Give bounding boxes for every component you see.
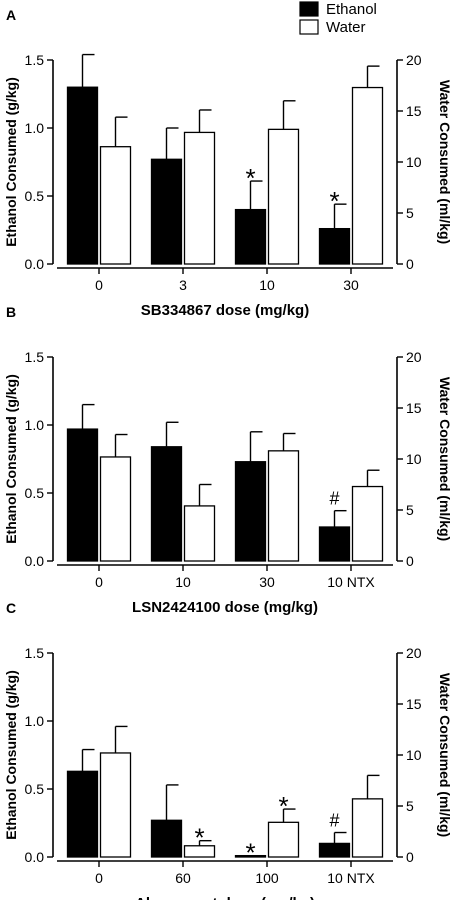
left-tick-label: 1.0	[25, 713, 45, 729]
ethanol-bar	[150, 446, 183, 562]
left-tick-label: 0.0	[25, 553, 45, 569]
ethanol-bar	[66, 428, 99, 562]
legend-label-ethanol: Ethanol	[326, 1, 377, 18]
panel-c: C 0.0 0.5 1.0 1.5 0 5 10 15 20 Ethanol Consumed (g…	[3, 600, 453, 900]
legend-swatch-water	[299, 19, 319, 35]
left-tick-label: 0.5	[25, 781, 45, 797]
right-tick-label: 0	[406, 553, 414, 569]
water-bar	[183, 505, 216, 562]
significance-asterisk: *	[278, 791, 288, 821]
significance-hash: #	[329, 811, 339, 831]
panel-b: B 0.0 0.5 1.0 1.5 0 5 10 15 20 Ethanol Consumed (g…	[3, 304, 453, 616]
x-tick-label: 100	[255, 870, 279, 886]
left-tick-label: 1.5	[25, 645, 45, 661]
significance-asterisk: *	[245, 163, 255, 193]
water-bar	[267, 450, 300, 562]
panel-letter: C	[6, 600, 16, 616]
panel-a: A 0.0 0.5 1.0 1.5 0 5 10 15 20 Ethanol Consumed (g…	[3, 7, 453, 319]
water-bar	[351, 86, 384, 265]
ethanol-bar	[318, 842, 351, 858]
right-tick-label: 20	[406, 645, 422, 661]
right-tick-label: 20	[406, 349, 422, 365]
right-tick-label: 10	[406, 451, 422, 467]
right-tick-label: 5	[406, 205, 414, 221]
left-tick-label: 1.5	[25, 349, 45, 365]
left-tick-label: 1.0	[25, 120, 45, 136]
ethanol-bar	[234, 208, 267, 265]
x-tick-label: 0	[95, 574, 103, 590]
significance-hash: #	[329, 489, 339, 509]
x-axis-title: Almorexant dose (mg/kg)	[135, 895, 315, 900]
water-bar	[351, 485, 384, 562]
ethanol-bar	[318, 526, 351, 562]
y-axis-title: Ethanol Consumed (g/kg)	[3, 77, 19, 247]
water-bar	[99, 456, 132, 562]
x-tick-label: 30	[259, 574, 275, 590]
y2-axis-title: Water Consumed (ml/kg)	[437, 377, 453, 541]
panel-letter: B	[6, 304, 16, 320]
significance-asterisk: *	[194, 823, 204, 853]
ethanol-bar	[66, 770, 99, 858]
water-bar	[267, 821, 300, 858]
significance-asterisk: *	[245, 838, 255, 868]
left-tick-label: 1.0	[25, 417, 45, 433]
ethanol-bar	[150, 158, 183, 265]
right-tick-label: 10	[406, 154, 422, 170]
x-tick-label: 30	[343, 277, 359, 293]
x-tick-label: 3	[179, 277, 187, 293]
legend-swatch-ethanol	[299, 1, 319, 17]
right-tick-label: 15	[406, 696, 422, 712]
legend: Ethanol Water	[299, 1, 377, 36]
x-tick-label: 0	[95, 277, 103, 293]
x-tick-label: 0	[95, 870, 103, 886]
water-bar	[99, 146, 132, 265]
x-tick-label: 10	[175, 574, 191, 590]
right-tick-label: 0	[406, 256, 414, 272]
right-tick-label: 15	[406, 103, 422, 119]
ethanol-bar	[234, 461, 267, 562]
right-tick-label: 5	[406, 502, 414, 518]
right-tick-label: 10	[406, 747, 422, 763]
water-bar	[99, 752, 132, 858]
x-tick-label: 60	[175, 870, 191, 886]
y-axis-title: Ethanol Consumed (g/kg)	[3, 670, 19, 840]
ethanol-bar	[150, 819, 183, 858]
significance-asterisk: *	[329, 186, 339, 216]
ethanol-bar	[66, 86, 99, 265]
right-tick-label: 20	[406, 52, 422, 68]
x-tick-label: 10 NTX	[327, 870, 375, 886]
x-axis-title: LSN2424100 dose (mg/kg)	[132, 599, 318, 616]
water-bar	[183, 131, 216, 265]
left-tick-label: 1.5	[25, 52, 45, 68]
right-tick-label: 15	[406, 400, 422, 416]
left-tick-label: 0.5	[25, 485, 45, 501]
y-axis-title: Ethanol Consumed (g/kg)	[3, 374, 19, 544]
left-tick-label: 0.5	[25, 188, 45, 204]
ethanol-bar	[234, 854, 267, 858]
left-tick-label: 0.0	[25, 849, 45, 865]
y2-axis-title: Water Consumed (ml/kg)	[437, 673, 453, 837]
legend-label-water: Water	[326, 19, 365, 36]
x-tick-label: 10	[259, 277, 275, 293]
y2-axis-title: Water Consumed (ml/kg)	[437, 80, 453, 244]
left-tick-label: 0.0	[25, 256, 45, 272]
ethanol-bar	[318, 227, 351, 265]
panel-letter: A	[6, 7, 16, 23]
water-bar	[351, 798, 384, 858]
right-tick-label: 0	[406, 849, 414, 865]
right-tick-label: 5	[406, 798, 414, 814]
x-axis-title: SB334867 dose (mg/kg)	[141, 302, 309, 319]
x-tick-label: 10 NTX	[327, 574, 375, 590]
water-bar	[267, 128, 300, 265]
